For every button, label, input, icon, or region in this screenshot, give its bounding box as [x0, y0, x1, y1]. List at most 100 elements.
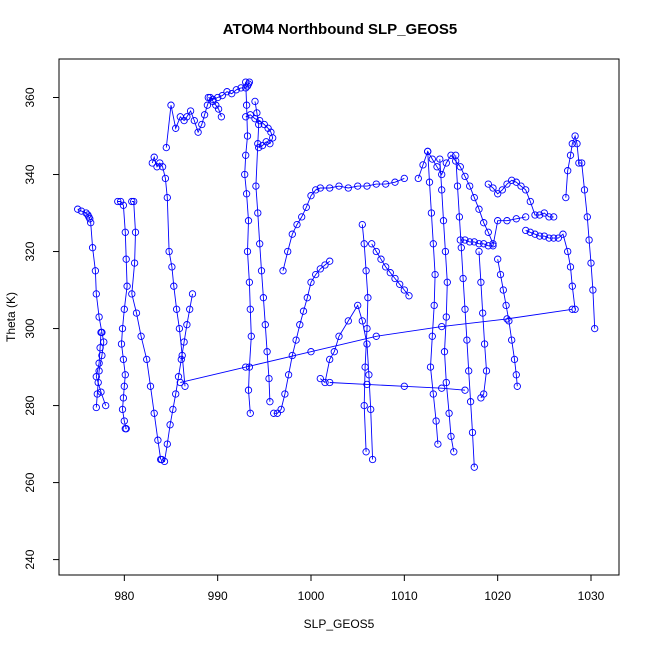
data-point [244, 217, 253, 225]
data-point [118, 405, 127, 414]
data-point [154, 436, 162, 444]
data-point [97, 388, 105, 396]
data-point [95, 313, 103, 321]
data-point [405, 292, 413, 300]
data-point [244, 386, 253, 394]
series-line [254, 101, 271, 402]
data-point [465, 367, 473, 375]
data-point [512, 371, 520, 379]
data-point [321, 378, 329, 387]
data-point [123, 282, 131, 290]
data-point [368, 240, 376, 248]
data-point [293, 220, 301, 229]
data-point [242, 190, 251, 198]
data-point [203, 101, 212, 109]
data-point [288, 230, 296, 238]
data-point [496, 270, 505, 279]
data-point [494, 190, 502, 198]
data-point [391, 178, 399, 186]
data-point [455, 213, 464, 221]
data-point [573, 140, 581, 148]
data-point [245, 278, 254, 286]
data-point [425, 178, 434, 186]
data-point [568, 140, 576, 148]
data-point [364, 294, 372, 302]
data-point [117, 340, 126, 348]
data-point [266, 140, 274, 148]
data-point [163, 193, 171, 202]
data-point [459, 274, 467, 283]
data-point [307, 192, 315, 200]
data-point [88, 244, 97, 252]
data-point [316, 374, 324, 383]
data-point [255, 120, 263, 129]
series-line [439, 159, 455, 452]
data-point [517, 182, 525, 190]
data-point [502, 301, 510, 310]
data-point [571, 132, 579, 140]
x-tick-label: 1000 [298, 589, 325, 603]
data-point [150, 153, 158, 161]
data-point [512, 178, 520, 186]
data-point [568, 282, 576, 290]
data-point [166, 421, 174, 429]
data-point [372, 332, 380, 340]
data-point [391, 274, 399, 283]
data-point [316, 184, 324, 192]
data-point [96, 344, 104, 352]
data-point [477, 394, 485, 402]
data-point [255, 143, 263, 152]
data-point [170, 282, 178, 290]
data-point [479, 309, 487, 317]
series-line [151, 155, 186, 387]
data-point [545, 213, 553, 221]
data-point [242, 363, 250, 371]
data-point [363, 340, 371, 348]
data-point [431, 270, 439, 279]
data-point [217, 113, 226, 121]
data-point [261, 321, 269, 329]
data-point [566, 151, 575, 159]
data-point [266, 398, 274, 406]
data-point [242, 151, 250, 159]
data-point [128, 290, 136, 298]
data-point [438, 186, 446, 194]
data-point [536, 232, 544, 240]
data-point [436, 155, 444, 163]
data-point [503, 180, 511, 188]
data-point [186, 107, 195, 115]
data-point [326, 355, 334, 364]
data-point [131, 228, 140, 236]
data-point [513, 382, 521, 390]
data-point [419, 161, 427, 169]
y-tick-label: 280 [23, 395, 37, 415]
data-point [426, 363, 435, 371]
data-point [175, 324, 184, 333]
data-point [137, 332, 145, 340]
data-point [591, 324, 599, 333]
data-point [372, 247, 380, 256]
data-point [575, 159, 583, 167]
data-point [158, 163, 167, 171]
data-point [559, 230, 567, 238]
data-point [463, 336, 471, 344]
data-point [360, 401, 368, 410]
data-point [468, 428, 477, 437]
data-point [587, 259, 595, 267]
data-point [243, 247, 252, 256]
data-point [545, 234, 553, 242]
series-line [565, 134, 596, 329]
data-point [562, 193, 570, 202]
data-point [176, 378, 184, 387]
data-point [354, 301, 362, 310]
data-point [568, 305, 576, 313]
data-point [452, 151, 460, 159]
data-point [475, 247, 483, 256]
data-point [190, 116, 198, 125]
data-point [400, 174, 408, 183]
y-axis-label: Theta (K) [4, 292, 18, 342]
data-point [214, 105, 223, 113]
data-point [253, 109, 261, 117]
data-point [161, 174, 170, 183]
data-point [188, 290, 197, 298]
